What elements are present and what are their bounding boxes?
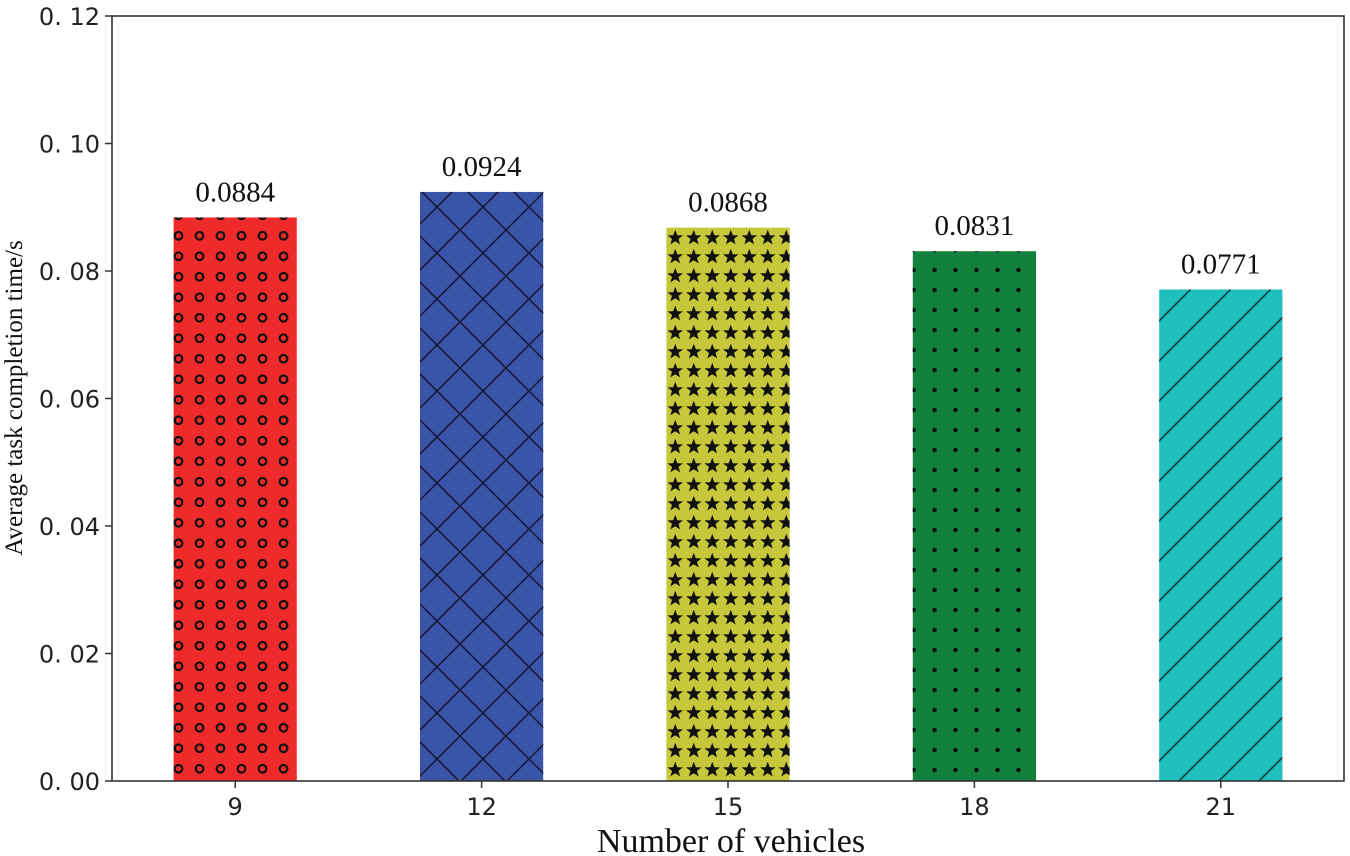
data-label-21: 0.0771 [1181,248,1261,280]
y-tick-label-2: 0. 04 [39,513,100,541]
x-axis: 9 12 15 18 21 [228,781,1237,821]
y-axis: 0. 00 0. 02 0. 04 0. 06 0. 08 0. 10 0. 12 [39,3,112,796]
x-tick-label-9: 9 [228,793,243,821]
y-tick-label-5: 0. 10 [39,131,100,159]
data-label-9: 0.0884 [195,176,275,208]
data-labels-group: 0.0884 0.0924 0.0868 0.0831 0.0771 [195,151,1260,281]
x-tick-label-15: 15 [713,793,744,821]
y-axis-title: Average task completion time/s [1,240,28,555]
data-label-12: 0.0924 [442,151,522,183]
bar-pattern-9 [173,217,297,781]
data-label-15: 0.0868 [688,187,768,219]
y-tick-label-0: 0. 00 [39,768,100,796]
x-tick-label-12: 12 [466,793,497,821]
bars-group [173,191,1283,782]
y-tick-label-3: 0. 06 [39,386,100,414]
x-tick-label-18: 18 [959,793,990,821]
x-tick-label-21: 21 [1206,793,1237,821]
x-axis-title: Number of vehicles [597,823,865,856]
bar-pattern-21 [1159,289,1283,781]
bar-pattern-12 [420,191,544,781]
y-tick-label-4: 0. 08 [39,258,100,286]
y-tick-label-1: 0. 02 [39,641,100,669]
data-label-18: 0.0831 [935,210,1015,242]
bar-pattern-18 [912,251,1036,782]
bar-pattern-15 [666,227,790,781]
y-tick-label-6: 0. 12 [39,3,100,31]
